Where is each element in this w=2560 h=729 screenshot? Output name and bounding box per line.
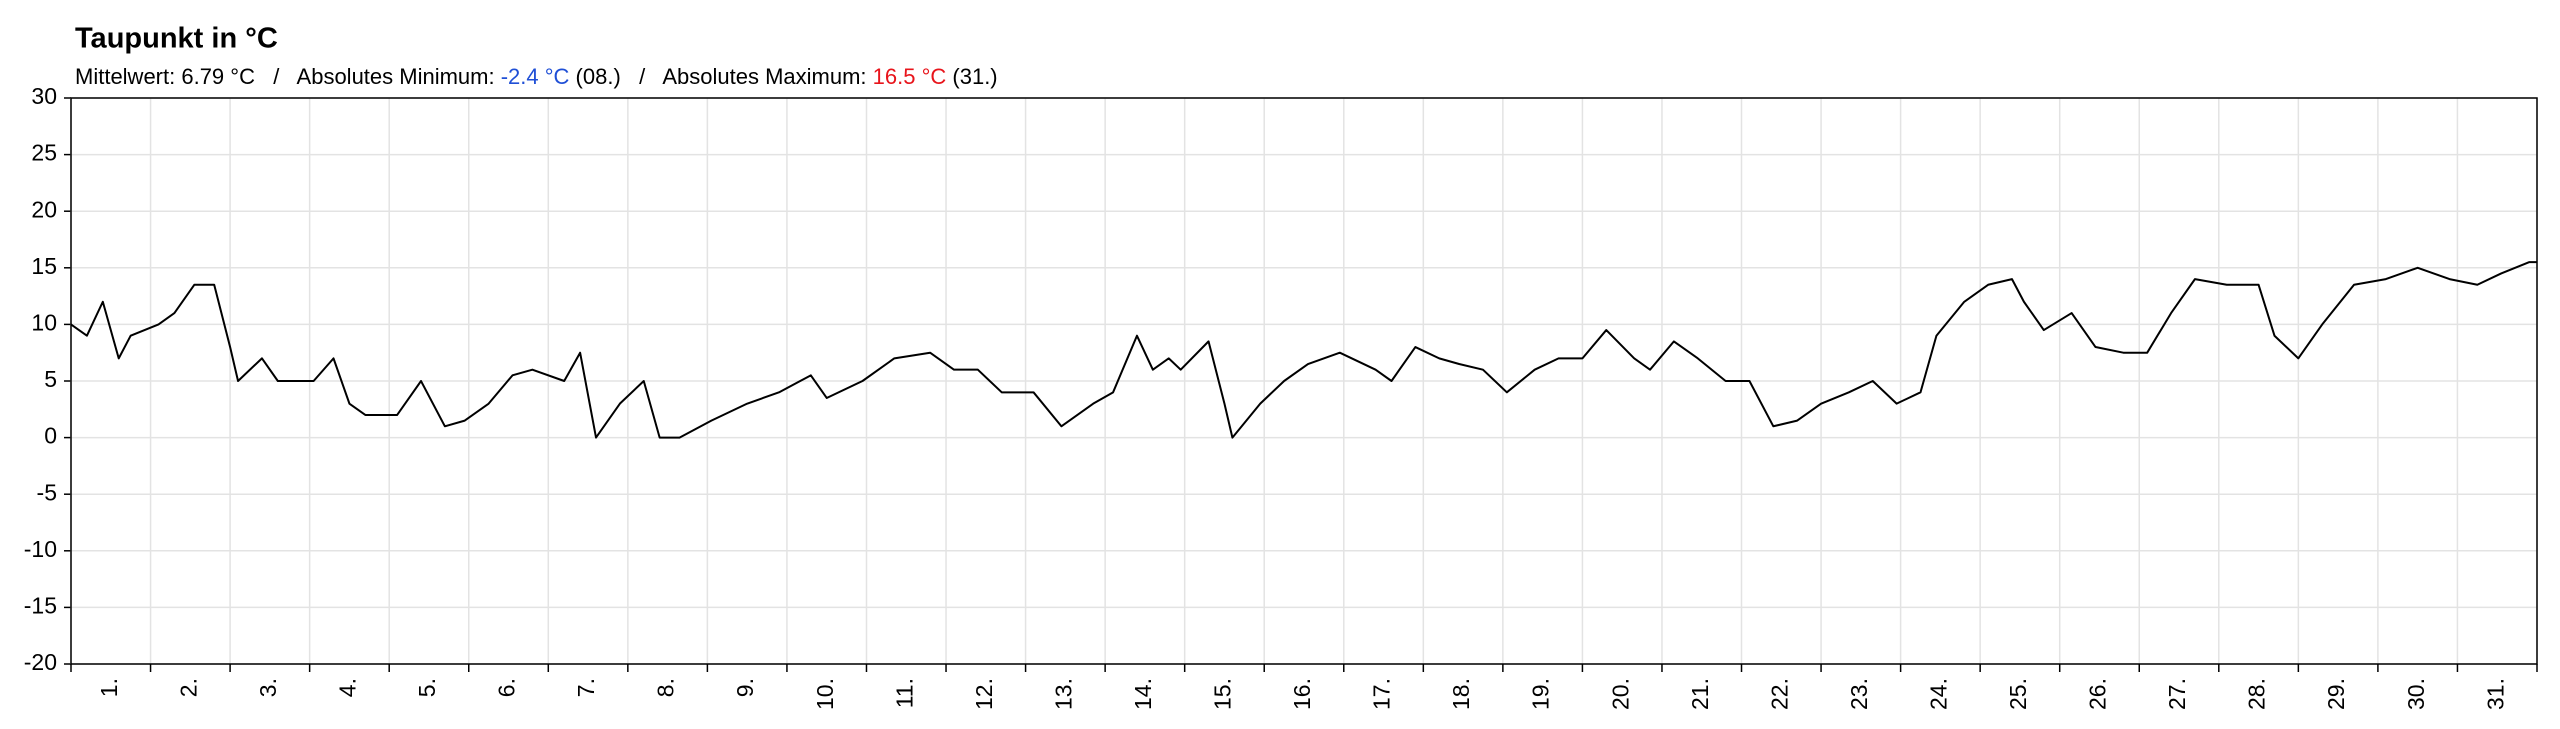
x-tick-label: 7. — [573, 678, 599, 697]
x-tick-label: 15. — [1210, 678, 1236, 710]
subtitle-part: Mittelwert: 6.79 °C / Absolutes Minimum: — [75, 64, 501, 89]
x-tick-label: 1. — [96, 678, 122, 697]
data-line — [70, 261, 2537, 439]
y-tick-label: 20 — [31, 196, 57, 222]
x-tick-label: 24. — [1925, 678, 1951, 710]
x-tick-label: 29. — [2323, 678, 2349, 710]
x-tick-label: 26. — [2085, 678, 2111, 710]
y-tick-label: 10 — [31, 309, 57, 335]
y-tick-label: -20 — [24, 649, 57, 675]
x-tick-label: 13. — [1050, 678, 1076, 710]
x-tick-label: 22. — [1766, 678, 1792, 710]
chart-title: Taupunkt in °C — [75, 23, 278, 55]
y-tick-label: 0 — [44, 423, 57, 449]
subtitle-part: (08.) / Absolutes Maximum: — [569, 64, 872, 89]
y-tick-label: -10 — [24, 536, 57, 562]
x-tick-label: 30. — [2403, 678, 2429, 710]
x-tick-label: 8. — [653, 678, 679, 697]
plot-frame — [70, 97, 2538, 665]
y-tick-label: -5 — [37, 479, 57, 505]
x-tick-label: 9. — [732, 678, 758, 697]
x-tick-label: 14. — [1130, 678, 1156, 710]
x-tick-label: 28. — [2244, 678, 2270, 710]
subtitle-part: (31.) — [946, 64, 997, 89]
x-tick-label: 19. — [1528, 678, 1554, 710]
x-tick-label: 11. — [891, 678, 917, 708]
chart-subtitle: Mittelwert: 6.79 °C / Absolutes Minimum:… — [75, 64, 998, 89]
x-tick-label: 25. — [2005, 678, 2031, 710]
subtitle-part: 16.5 °C — [873, 64, 947, 89]
y-tick-label: -15 — [24, 592, 57, 618]
y-tick-label: 5 — [44, 366, 57, 392]
x-tick-label: 6. — [494, 678, 520, 697]
y-tick-label: 15 — [31, 253, 57, 279]
x-tick-label: 10. — [812, 678, 838, 710]
x-tick-label: 20. — [1607, 678, 1633, 710]
x-tick-label: 27. — [2164, 678, 2190, 710]
y-tick-label: 30 — [31, 83, 57, 109]
x-tick-label: 16. — [1289, 678, 1315, 710]
subtitle-part: -2.4 °C — [501, 64, 570, 89]
y-tick-label: 25 — [31, 140, 57, 166]
x-tick-label: 23. — [1846, 678, 1872, 710]
x-tick-label: 12. — [971, 678, 997, 710]
x-tick-label: 18. — [1448, 678, 1474, 710]
x-tick-label: 4. — [334, 678, 360, 697]
x-tick-label: 2. — [175, 678, 201, 697]
x-tick-label: 3. — [255, 678, 281, 697]
x-tick-label: 17. — [1369, 678, 1395, 710]
x-tick-label: 5. — [414, 678, 440, 697]
x-tick-label: 21. — [1687, 678, 1713, 710]
x-tick-label: 31. — [2482, 678, 2508, 710]
